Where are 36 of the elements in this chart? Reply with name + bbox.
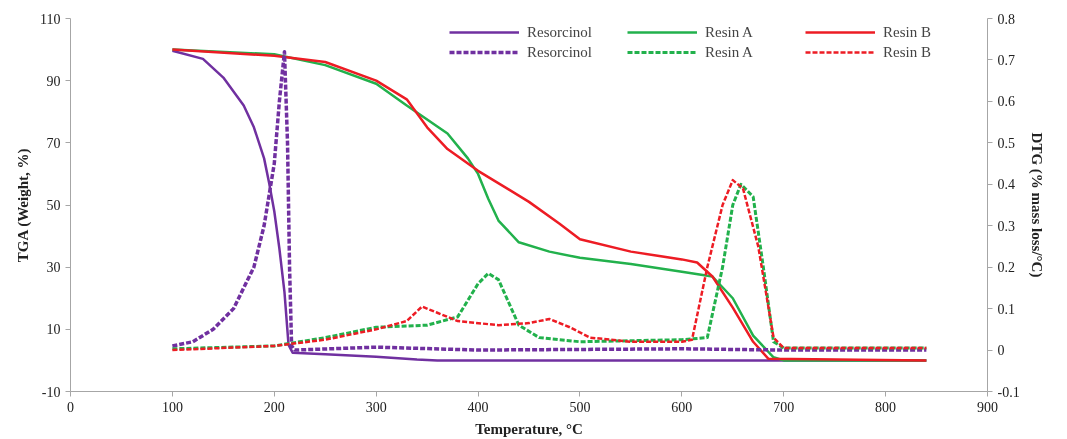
- y2-tick-label: 0.3: [997, 218, 1015, 234]
- x-tick-label: 400: [467, 399, 489, 415]
- x-tick-label: 900: [977, 399, 998, 415]
- y-tick-label: 70: [46, 135, 61, 151]
- y2-tick-label: 0: [997, 343, 1005, 359]
- legend-label: Resorcinol: [527, 23, 593, 41]
- x-tick-label: 0: [67, 399, 74, 415]
- y-tick-label: -10: [41, 384, 61, 400]
- y2-tick-label: 0.2: [997, 260, 1015, 276]
- y2-tick-label: 0.8: [997, 11, 1015, 27]
- x-tick-label: 700: [773, 399, 795, 415]
- y2-tick-label: 0.4: [997, 177, 1015, 193]
- x-tick-label: 300: [365, 399, 387, 415]
- y2-tick-label: -0.1: [997, 384, 1020, 400]
- x-tick-label: 500: [569, 399, 591, 415]
- y2-tick-label: 0.5: [997, 135, 1015, 151]
- x-axis-title: Temperature, °C: [475, 420, 583, 437]
- y-tick-label: 110: [40, 11, 61, 27]
- y-tick-label: 50: [46, 198, 61, 213]
- y-tick-label: 90: [46, 73, 61, 89]
- y2-tick-label: 0.7: [997, 52, 1015, 68]
- y2-axis-title: DTG (% mass loss/°C): [1027, 132, 1045, 278]
- legend-label: Resin A: [705, 43, 754, 61]
- legend-label: Resin A: [705, 23, 754, 41]
- legend-label: Resorcinol: [527, 43, 593, 61]
- y-axis-title: TGA (Weight, %): [15, 148, 33, 263]
- x-tick-label: 100: [161, 399, 183, 415]
- x-tick-label: 600: [671, 399, 693, 415]
- legend-label: Resin B: [883, 23, 932, 41]
- y-tick-label: 10: [46, 322, 61, 338]
- x-tick-label: 200: [263, 399, 285, 415]
- x-tick-label: 800: [875, 399, 897, 415]
- y2-tick-label: 0.6: [997, 94, 1015, 110]
- legend-label: Resin B: [883, 43, 932, 61]
- y-tick-label: 30: [46, 260, 61, 276]
- y2-tick-label: 0.1: [997, 301, 1015, 317]
